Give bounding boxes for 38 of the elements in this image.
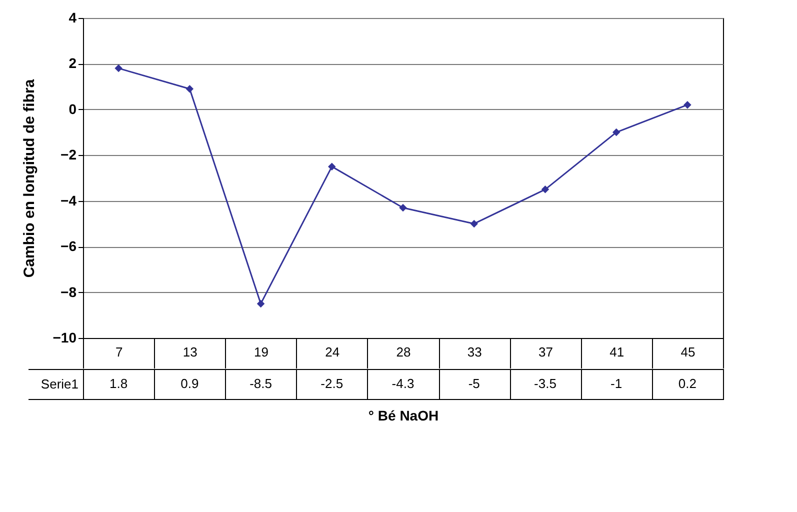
x-tick-label: 41: [610, 344, 624, 360]
data-label: -4.3: [392, 376, 414, 391]
point: [399, 204, 407, 212]
x-tick-label: 45: [680, 344, 696, 360]
data-label: -5: [468, 376, 480, 391]
x-tick-label: 19: [254, 344, 269, 360]
y-tick-label: 2: [68, 55, 77, 72]
data-label: -2.5: [320, 376, 344, 391]
y-tick-label: 4: [68, 10, 77, 26]
y-tick-label: 0: [68, 100, 77, 117]
point: [612, 128, 620, 136]
data-label: 1.8: [110, 376, 128, 391]
point: [328, 162, 336, 170]
y-tick-label: −10: [52, 330, 77, 346]
y-tick-label: −6: [60, 238, 77, 254]
data-label: 0.2: [678, 376, 696, 391]
point: [186, 84, 194, 93]
text: Serie1: [40, 376, 78, 392]
point: [684, 100, 692, 109]
y-tick-label: −8: [60, 284, 77, 300]
data-label: 0.9: [180, 376, 199, 391]
x-tick-label: 13: [182, 344, 198, 360]
x-tick-label: 28: [396, 344, 411, 360]
point: [114, 64, 122, 72]
point: [256, 300, 265, 308]
y-tick-label: −4: [60, 192, 77, 208]
point: [541, 186, 550, 194]
data-label: -1: [610, 376, 622, 391]
y-axis-title: Cambio en longitud de fibra: [20, 78, 38, 278]
x-tick-label: 7: [115, 344, 123, 360]
point: [470, 220, 478, 228]
x-tick-label: 37: [538, 344, 553, 360]
x-axis-title: ° Bé NaOH: [368, 408, 439, 424]
data-label: -8.5: [250, 376, 272, 391]
data-label: -3.5: [534, 376, 556, 391]
y-tick-label: −2: [60, 146, 77, 163]
x-tick-label: 33: [467, 344, 482, 360]
x-tick-label: 24: [325, 344, 340, 360]
